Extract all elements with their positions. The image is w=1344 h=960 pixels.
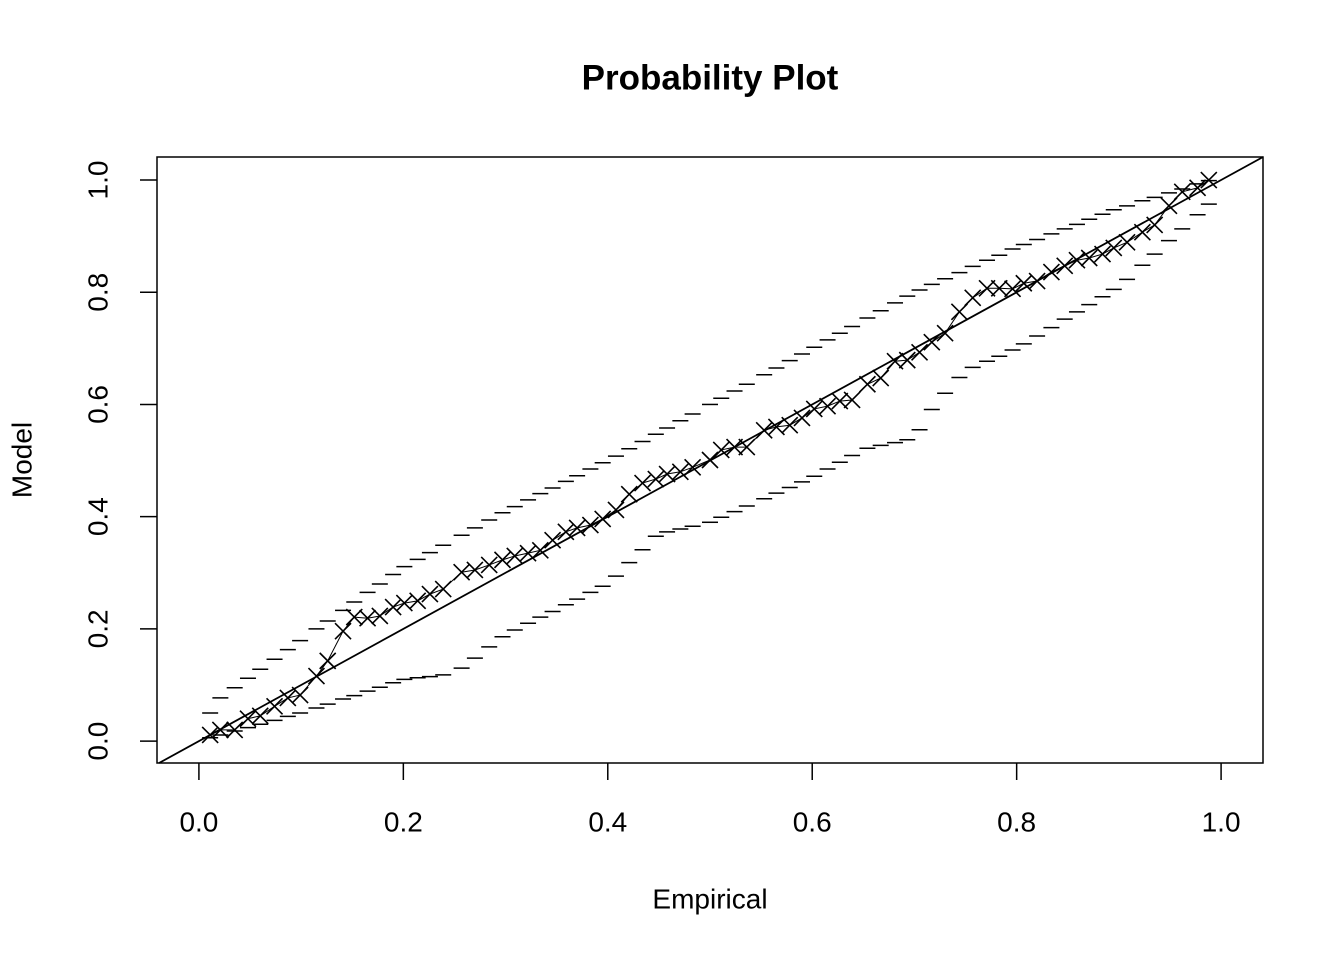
model-point bbox=[1093, 245, 1112, 263]
x-axis-label: Empirical bbox=[652, 883, 767, 914]
model-point bbox=[647, 470, 665, 488]
model-point bbox=[671, 463, 689, 481]
plot-frame bbox=[156, 156, 1264, 764]
model-point bbox=[684, 458, 702, 476]
model-point bbox=[211, 721, 229, 739]
x-tick-label: 0.8 bbox=[997, 806, 1036, 837]
y-tick-label: 0.2 bbox=[82, 609, 113, 648]
model-point bbox=[990, 279, 1008, 297]
model-point bbox=[872, 369, 890, 387]
y-tick-label: 0.8 bbox=[82, 273, 113, 312]
model-point bbox=[607, 501, 625, 519]
model-point bbox=[950, 303, 968, 321]
model-point bbox=[620, 485, 638, 503]
model-point bbox=[910, 343, 929, 361]
model-point bbox=[594, 510, 612, 528]
chart-title: Probability Plot bbox=[582, 58, 839, 97]
x-tick-label: 1.0 bbox=[1202, 806, 1241, 837]
model-point bbox=[712, 441, 730, 459]
model-point bbox=[279, 689, 297, 707]
model-point bbox=[226, 721, 244, 739]
model-point bbox=[1173, 183, 1191, 201]
model-point bbox=[1160, 197, 1178, 215]
model-point bbox=[1056, 257, 1074, 275]
model-point bbox=[633, 474, 652, 492]
model-point bbox=[251, 707, 269, 725]
model-point bbox=[568, 519, 586, 537]
y-tick-label: 0.6 bbox=[82, 385, 113, 424]
model-point bbox=[371, 607, 389, 625]
model-point bbox=[581, 516, 599, 534]
model-point bbox=[291, 686, 309, 704]
model-point bbox=[1133, 223, 1151, 241]
model-point bbox=[434, 580, 452, 598]
model-point bbox=[978, 279, 996, 297]
model-point bbox=[1200, 171, 1218, 189]
y-axis-label: Model bbox=[6, 422, 37, 498]
model-point bbox=[557, 523, 575, 541]
model-point bbox=[544, 531, 562, 549]
model-point bbox=[843, 391, 861, 409]
model-point bbox=[319, 652, 337, 670]
model-point bbox=[531, 541, 549, 559]
model-point bbox=[858, 375, 876, 393]
model-point bbox=[265, 697, 284, 715]
model-point bbox=[1189, 179, 1207, 197]
x-tick-label: 0.2 bbox=[384, 806, 423, 837]
model-point bbox=[1028, 272, 1046, 290]
model-point bbox=[793, 409, 811, 427]
model-point bbox=[738, 438, 756, 456]
model-point bbox=[1080, 249, 1098, 267]
model-point bbox=[409, 592, 427, 610]
model-point bbox=[1004, 280, 1022, 298]
model-point bbox=[466, 561, 484, 579]
model-point bbox=[936, 324, 954, 342]
model-point bbox=[725, 438, 744, 456]
model-point bbox=[898, 351, 916, 369]
model-point bbox=[805, 400, 823, 418]
model-point bbox=[384, 598, 402, 616]
y-tick-label: 1.0 bbox=[82, 161, 113, 200]
model-point bbox=[307, 667, 326, 685]
model-point bbox=[923, 333, 941, 351]
model-point bbox=[964, 289, 982, 307]
model-point bbox=[1042, 263, 1060, 281]
model-point bbox=[493, 551, 512, 569]
model-point bbox=[818, 397, 837, 415]
model-point bbox=[334, 622, 352, 640]
model-point bbox=[506, 547, 524, 565]
model-point bbox=[480, 556, 498, 574]
x-tick-label: 0.6 bbox=[793, 806, 832, 837]
model-point bbox=[519, 544, 537, 562]
model-point bbox=[421, 585, 439, 603]
model-point bbox=[1105, 239, 1123, 257]
x-tick-label: 0.0 bbox=[179, 806, 218, 837]
x-tick-label: 0.4 bbox=[588, 806, 627, 837]
model-point bbox=[781, 416, 799, 434]
y-tick-label: 0.4 bbox=[82, 497, 113, 536]
model-point bbox=[201, 726, 219, 744]
model-point bbox=[1118, 233, 1136, 251]
model-point bbox=[755, 421, 773, 439]
model-point bbox=[1146, 216, 1164, 234]
model-point bbox=[345, 608, 363, 626]
model-point bbox=[701, 451, 719, 469]
y-tick-label: 0.0 bbox=[82, 722, 113, 761]
